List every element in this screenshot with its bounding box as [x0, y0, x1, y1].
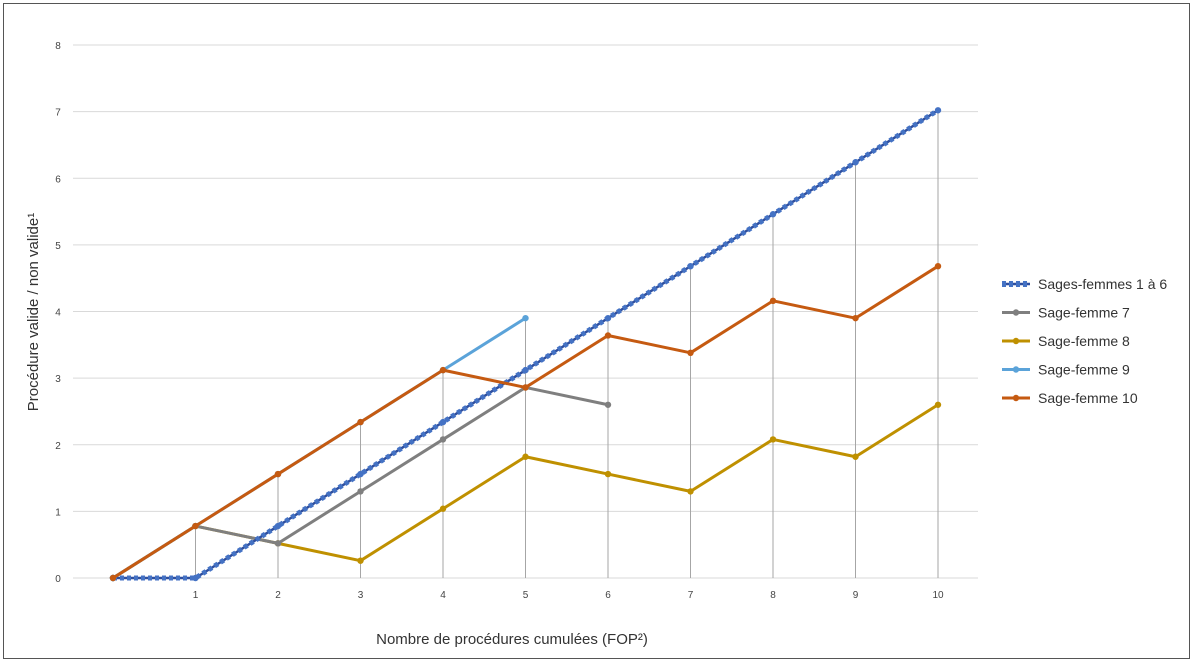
x-tick-label: 4	[440, 590, 446, 601]
data-point	[604, 314, 612, 322]
series-1	[109, 107, 942, 582]
x-tick-label: 6	[605, 590, 611, 601]
y-tick-label: 2	[55, 441, 61, 452]
legend-label: Sage-femme 8	[1038, 333, 1130, 349]
data-point	[274, 540, 282, 547]
data-point	[687, 349, 694, 357]
data-point	[357, 470, 364, 478]
data-point	[192, 522, 199, 530]
data-point	[439, 436, 447, 443]
x-axis-ticks: 1 2 3 4 5 6 7 8 9 10	[193, 590, 944, 601]
data-point	[769, 211, 777, 218]
data-point	[522, 384, 529, 391]
data-point	[769, 436, 777, 443]
x-tick-label: 9	[853, 590, 859, 601]
y-tick-label: 5	[55, 241, 61, 252]
x-tick-label: 2	[275, 590, 281, 601]
data-point	[604, 332, 612, 339]
data-point	[852, 314, 859, 322]
series-layer	[109, 107, 942, 582]
data-point	[604, 470, 612, 478]
data-point	[274, 470, 282, 478]
x-tick-label: 8	[770, 590, 776, 601]
data-point	[852, 453, 859, 460]
data-point	[357, 418, 364, 426]
x-axis-title: Nombre de procédures cumulées (FOP²)	[376, 631, 648, 648]
legend-label: Sage-femme 10	[1038, 390, 1138, 406]
data-point	[439, 505, 447, 512]
x-tick-label: 10	[932, 590, 944, 601]
legend-item: Sage-femme 8	[1002, 333, 1130, 349]
legend-item: Sage-femme 9	[1002, 362, 1130, 378]
data-point	[274, 522, 282, 530]
vertical-drop-lines	[195, 110, 939, 578]
data-point	[439, 366, 447, 374]
x-tick-label: 1	[193, 590, 199, 601]
series-5	[109, 262, 942, 582]
data-point	[604, 401, 612, 408]
legend-marker	[1012, 394, 1020, 402]
y-tick-label: 6	[55, 174, 61, 185]
data-point	[934, 262, 942, 270]
data-point	[522, 453, 529, 460]
y-axis-title: Procédure valide / non valide¹	[25, 213, 42, 411]
y-tick-label: 7	[55, 108, 61, 119]
data-point	[769, 297, 777, 305]
y-tick-label: 0	[55, 574, 61, 585]
legend-item: Sage-femme 7	[1002, 305, 1130, 321]
y-tick-label: 4	[55, 308, 61, 319]
data-point	[687, 488, 694, 495]
y-axis-ticks: 0 1 2 3 4 5 6 7 8	[55, 41, 61, 585]
legend-marker	[1012, 309, 1020, 316]
x-tick-label: 5	[523, 590, 529, 601]
data-point	[192, 574, 199, 582]
legend-label: Sages-femmes 1 à 6	[1038, 276, 1167, 292]
data-point	[522, 366, 529, 374]
legend-item: Sages-femmes 1 à 6	[1002, 276, 1167, 292]
legend-item: Sage-femme 10	[1002, 390, 1138, 406]
data-point	[357, 557, 364, 564]
y-tick-label: 3	[55, 374, 61, 385]
legend-marker	[1012, 366, 1020, 373]
data-point	[357, 488, 364, 495]
legend-label: Sage-femme 7	[1038, 305, 1130, 321]
x-tick-label: 3	[358, 590, 364, 601]
data-point	[439, 418, 447, 426]
y-tick-label: 8	[55, 41, 61, 52]
legend-marker	[1012, 337, 1020, 345]
data-point	[522, 314, 529, 322]
data-point	[852, 159, 859, 166]
data-point	[934, 401, 942, 408]
x-tick-label: 7	[688, 590, 694, 601]
data-point	[109, 574, 117, 582]
legend: Sages-femmes 1 à 6 Sage-femme 7 Sage-femme…	[1002, 276, 1167, 406]
y-tick-label: 1	[55, 507, 61, 518]
legend-label: Sage-femme 9	[1038, 362, 1130, 378]
chart-frame	[3, 3, 1190, 659]
data-point	[687, 262, 694, 270]
data-point	[934, 107, 942, 114]
